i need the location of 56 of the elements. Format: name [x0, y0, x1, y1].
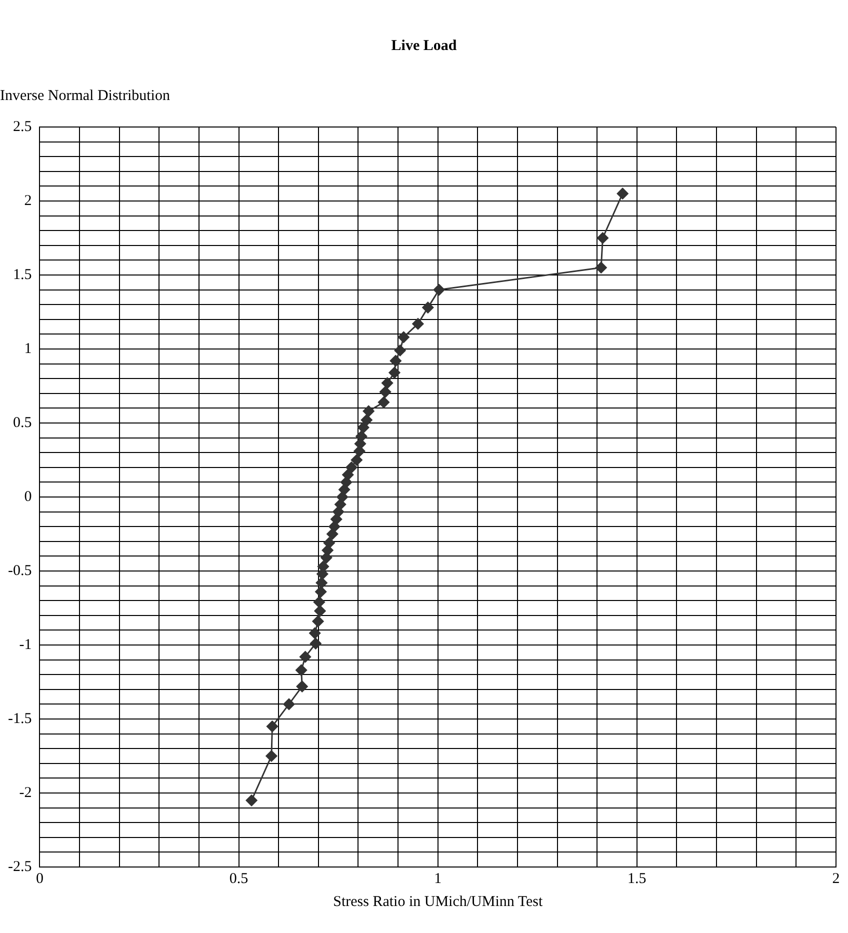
x-tick-label: 2: [832, 870, 840, 887]
x-tick-label: 0.5: [229, 870, 248, 887]
point: [300, 651, 312, 663]
x-tick-label: 0: [36, 870, 44, 887]
point: [314, 605, 326, 617]
point: [356, 430, 368, 442]
point: [316, 577, 328, 589]
point: [266, 720, 278, 732]
point: [328, 520, 340, 532]
point: [309, 627, 321, 639]
point: [390, 355, 402, 367]
point: [342, 469, 354, 481]
point: [616, 188, 628, 200]
point: [246, 794, 258, 806]
point: [412, 318, 424, 330]
point: [346, 462, 358, 474]
y-tick-label: 0.5: [12, 414, 32, 431]
y-tick-label: -0.5: [8, 562, 32, 579]
point: [312, 616, 324, 628]
y-tick-label: 1.5: [12, 266, 32, 283]
x-tick-label: 1: [434, 870, 442, 887]
point: [398, 331, 410, 343]
point: [315, 586, 327, 598]
point: [358, 422, 370, 434]
point: [350, 454, 362, 466]
point: [360, 414, 372, 426]
y-tick-label: -1.5: [8, 710, 32, 727]
point: [362, 405, 374, 417]
point: [422, 302, 434, 314]
point: [296, 664, 308, 676]
point: [394, 344, 406, 356]
point: [378, 396, 390, 408]
point: [433, 284, 445, 296]
point: [596, 232, 608, 244]
chart-title: Live Load: [390, 38, 458, 55]
point: [310, 638, 322, 650]
y-tick-label: 2: [24, 192, 32, 209]
y-tick-label: -2.5: [8, 858, 32, 875]
point: [283, 698, 295, 710]
y-tick-label: 1: [24, 340, 32, 357]
y-axis-title: Inverse Normal Distribution: [0, 88, 170, 105]
point: [323, 537, 335, 549]
y-tick-label: 2.5: [12, 118, 32, 135]
point: [296, 680, 308, 692]
point: [388, 366, 400, 378]
point: [266, 750, 278, 762]
point: [332, 506, 344, 518]
point: [313, 596, 325, 608]
y-tick-label: -1: [19, 636, 32, 653]
point: [382, 377, 394, 389]
y-tick-label: 0: [24, 488, 32, 505]
y-tick-label: -2: [19, 784, 32, 801]
point: [595, 262, 607, 274]
x-tick-label: 1.5: [628, 870, 646, 887]
x-axis-title: Stress Ratio in UMich/UMinn Test: [333, 894, 544, 910]
point: [380, 386, 392, 398]
